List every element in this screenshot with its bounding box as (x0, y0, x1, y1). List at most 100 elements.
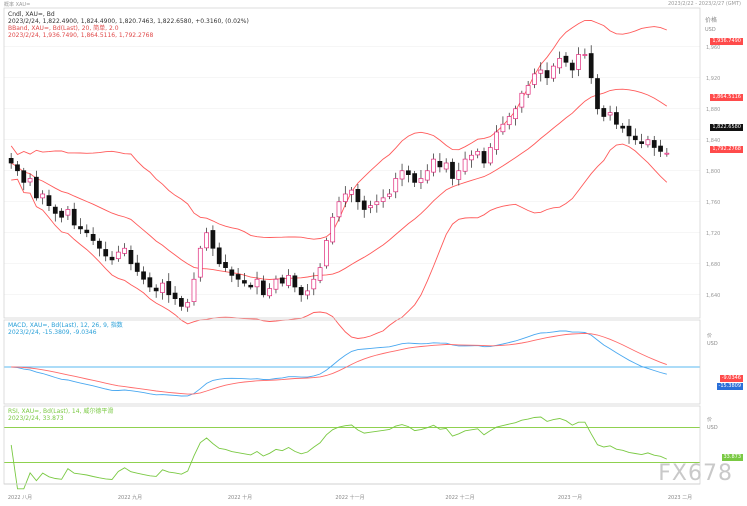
window-header: 概率 XAU= 2023/2/22 - 2023/2/27 (GMT) (0, 0, 747, 8)
candle-body (292, 275, 298, 288)
candle-body (513, 108, 518, 120)
candle-body (412, 173, 418, 183)
macd-signal-line (11, 332, 667, 395)
legend-line: RSI, XAU=, Bd(Last), 14, 威尔德平滑 (8, 408, 114, 415)
candle-body (462, 158, 468, 172)
main-legend: Cndl, XAU=, Bd 2023/2/24, 1,822.4900, 1,… (8, 11, 249, 39)
x-axis-ticks: 2022 八月 2022 九月 2022 十月 2022 十一月 2022 十二月 202… (8, 494, 692, 501)
candle-body (525, 85, 531, 95)
header-left: 概率 XAU= (4, 2, 31, 8)
candle-body (349, 189, 354, 195)
candle-body (103, 249, 109, 257)
candles (8, 45, 670, 312)
last-price-plate: 1,822.6580 (710, 124, 743, 131)
macd-axis-unit: USD (707, 341, 718, 347)
bollinger-bands (10, 19, 668, 339)
candle-body (185, 302, 191, 308)
middle-band-plate: 1,864.5116 (710, 94, 743, 101)
candle-body (52, 206, 58, 214)
candle-body (40, 193, 46, 199)
candle-body (311, 278, 317, 290)
legend-line: 2023/2/24, -15.3809, -9.0346 (8, 329, 97, 336)
macd-lines (4, 330, 700, 397)
candle-body (330, 216, 336, 243)
x-month-label: 2022 十月 (228, 494, 252, 501)
candle-body (65, 209, 71, 216)
candle-body (481, 151, 487, 164)
candle-body (34, 176, 39, 199)
y-tick-label: 1,800 (706, 169, 720, 175)
candle-body (639, 141, 644, 144)
candle-body (84, 229, 90, 234)
candle-body (620, 125, 626, 129)
candle-body (424, 170, 430, 181)
candle-body (197, 247, 203, 278)
candle-body (595, 78, 600, 110)
candle-body (122, 247, 128, 254)
rsi-line (10, 416, 667, 490)
candle-body (115, 251, 121, 260)
candle-body (305, 290, 310, 296)
macd-legend: MACD, XAU=, Bd(Last), 12, 26, 9, 指数 2023… (8, 322, 123, 336)
candle-body (563, 55, 569, 63)
candle-body (500, 123, 506, 133)
candle-body (532, 73, 537, 85)
candle-body (78, 226, 83, 230)
rsi-value-plate: 33.873 (721, 454, 743, 461)
x-month-label: 2023 二月 (668, 495, 692, 501)
lower-band-plate: 1,792.2768 (710, 146, 743, 153)
panel-frames (3, 7, 701, 485)
candle-body (273, 278, 279, 290)
legend-line: 2023/2/24, 1,822.4900, 1,824.4900, 1,820… (8, 18, 249, 25)
macd-line-plate: -15.3809 (716, 383, 743, 390)
candle-body (210, 230, 216, 249)
candle-body (664, 152, 670, 155)
y-tick-label: 1,720 (706, 231, 720, 237)
y-tick-label: 1,960 (706, 45, 720, 51)
candle-body (166, 281, 172, 296)
candle-body (260, 280, 266, 296)
candle-body (153, 287, 159, 292)
x-month-label: 2022 十二月 (445, 494, 474, 501)
candle-body (443, 162, 449, 170)
candle-body (134, 262, 140, 272)
candle-body (160, 282, 165, 293)
candle-body (519, 92, 525, 108)
candle-body (109, 256, 115, 261)
candle-body (336, 201, 342, 218)
x-month-label: 2022 九月 (118, 494, 142, 501)
candle-body (538, 69, 544, 74)
candle-body (128, 250, 134, 265)
candle-body (21, 170, 27, 183)
candle-body (576, 54, 581, 70)
candle-body (324, 240, 329, 267)
rsi-line (4, 416, 700, 490)
candle-body (179, 298, 184, 307)
x-month-label: 2023 一月 (558, 495, 582, 501)
panel-frame (3, 7, 701, 319)
candle-body (437, 160, 443, 168)
candle-body (487, 147, 493, 164)
macd-axis-title: 价 (707, 333, 713, 339)
candle-body (97, 240, 102, 249)
candle-body (399, 170, 405, 180)
candle-body (387, 193, 392, 197)
x-month-label: 2022 八月 (8, 495, 32, 501)
candle-body (90, 234, 96, 241)
rsi-axis-title: 价 (707, 417, 713, 423)
candle-body (254, 278, 260, 288)
bollinger-lower (11, 143, 668, 339)
candle-body (550, 65, 556, 79)
macd-line (11, 330, 667, 397)
candle-body (204, 232, 209, 249)
macd-signal-plate: -9.0346 (719, 375, 743, 382)
y-axis-ticks: 1,640 1,680 1,720 1,760 1,800 1,840 1,880 1,920… (706, 45, 720, 299)
candle-body (248, 284, 254, 288)
candle-body (71, 208, 77, 226)
candle-body (431, 158, 436, 173)
price-axis-unit: USD (705, 27, 716, 33)
candle-body (418, 178, 424, 183)
candle-body (380, 197, 386, 202)
